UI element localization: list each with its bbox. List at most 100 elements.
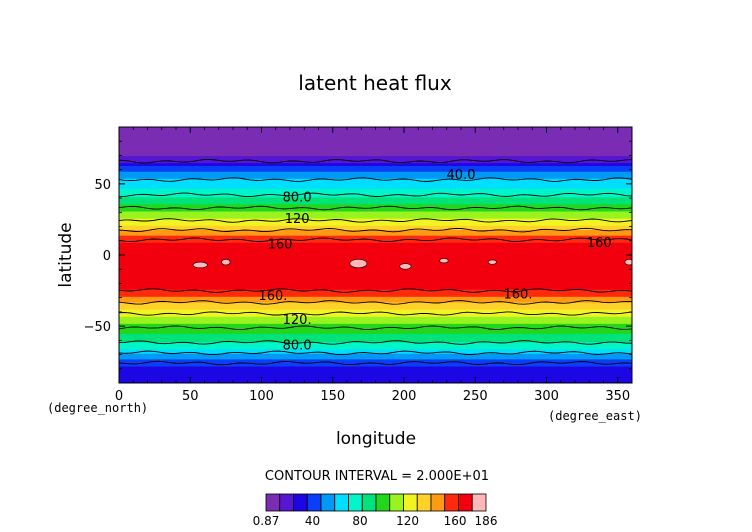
- band: [119, 240, 632, 243]
- band: [119, 304, 632, 307]
- band: [119, 272, 632, 275]
- band: [119, 310, 632, 313]
- band: [119, 331, 632, 334]
- band: [119, 267, 632, 270]
- band: [119, 294, 632, 297]
- band: [119, 129, 632, 132]
- colorbar-segment: [375, 493, 391, 512]
- colorbar-label: 80: [352, 514, 367, 528]
- band: [119, 215, 632, 218]
- band: [119, 158, 632, 161]
- colorbar-segment: [430, 493, 446, 512]
- band: [119, 337, 632, 340]
- colorbar-segment: [293, 493, 308, 512]
- band: [119, 135, 632, 138]
- contour-line: [119, 300, 632, 305]
- patch: [221, 258, 231, 266]
- band: [119, 246, 632, 249]
- contour-line: [119, 205, 632, 211]
- band: [119, 370, 632, 373]
- band: [119, 338, 632, 341]
- band: [119, 205, 632, 208]
- x-tick-label: 350: [605, 389, 630, 404]
- band: [119, 289, 632, 292]
- band: [119, 250, 632, 253]
- y-tick-label: 0: [103, 249, 111, 264]
- patch: [349, 258, 368, 269]
- band: [119, 182, 632, 185]
- x-tick-label: 100: [249, 389, 274, 404]
- colorbar-segment: [306, 493, 322, 512]
- colorbar-label: 120: [396, 514, 419, 528]
- y-tick-label: 50: [94, 178, 111, 193]
- band: [119, 232, 632, 235]
- band: [119, 313, 632, 316]
- colorbar-segment: [279, 493, 294, 512]
- contour-label: 80.0: [283, 191, 312, 206]
- band: [119, 166, 632, 169]
- band: [119, 354, 632, 357]
- patch: [399, 263, 412, 270]
- band: [119, 364, 632, 367]
- colorbar-segment: [458, 493, 473, 512]
- contour-label: 160: [268, 238, 293, 253]
- y-tick-label: −50: [84, 320, 111, 335]
- band: [119, 378, 632, 381]
- band: [119, 210, 632, 213]
- band: [119, 209, 632, 212]
- band: [119, 145, 632, 148]
- band: [119, 326, 632, 329]
- band: [119, 317, 632, 320]
- colorbar-segment: [348, 493, 363, 512]
- band: [119, 274, 632, 277]
- x-tick-label: 0: [115, 389, 123, 404]
- band: [119, 374, 632, 377]
- band: [119, 351, 632, 354]
- band: [119, 168, 632, 171]
- contour-line: [119, 340, 632, 345]
- colorbar-segment: [265, 493, 281, 512]
- band: [119, 286, 632, 289]
- band: [119, 361, 632, 364]
- band: [119, 365, 632, 368]
- band: [119, 340, 632, 343]
- band: [119, 199, 632, 202]
- colorbar-segment: [320, 493, 336, 512]
- x-axis-ticks: 0 50 100 150 200 250 300 350: [115, 127, 630, 404]
- band: [119, 330, 632, 333]
- contour-label: 160.: [258, 289, 287, 304]
- x-tick-label: 150: [320, 389, 345, 404]
- band: [119, 280, 632, 283]
- band: [119, 287, 632, 290]
- contour-interval-note: CONTOUR INTERVAL = 2.000E+01: [265, 469, 489, 484]
- band: [119, 328, 632, 331]
- band: [119, 185, 632, 188]
- band: [119, 284, 632, 287]
- band: [119, 306, 632, 309]
- band: [119, 136, 632, 139]
- band: [119, 233, 632, 236]
- contour-line: [119, 288, 632, 293]
- colorbar-segment: [444, 493, 459, 512]
- band: [119, 259, 632, 262]
- band: [119, 314, 632, 317]
- band: [119, 256, 632, 259]
- y-axis-label: latitude: [56, 222, 76, 287]
- band: [119, 296, 632, 299]
- band: [119, 260, 632, 263]
- chart-title: latent heat flux: [298, 71, 452, 95]
- band: [119, 235, 632, 238]
- x-axis-unit: (degree_east): [548, 409, 642, 423]
- band: [119, 237, 632, 240]
- band: [119, 283, 632, 286]
- band: [119, 148, 632, 151]
- contour-line: [119, 237, 632, 243]
- band: [119, 226, 632, 229]
- band: [119, 245, 632, 248]
- contour-label: 80.0: [283, 339, 312, 354]
- band: [119, 131, 632, 134]
- band: [119, 243, 632, 246]
- colorbar-label: 0.87: [253, 514, 280, 528]
- band: [119, 358, 632, 361]
- contour-label: 120: [285, 212, 310, 227]
